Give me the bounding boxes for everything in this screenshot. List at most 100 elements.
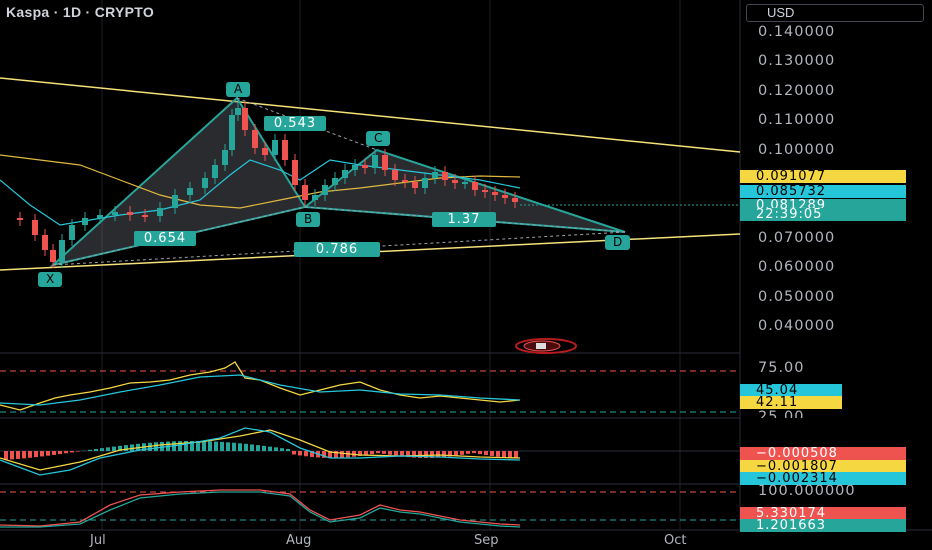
candle-body [229, 115, 235, 150]
macd-bar [58, 451, 62, 455]
macd-bar [196, 441, 200, 451]
stoch-tag-d: 1.201663 [740, 519, 906, 532]
candle-body [252, 130, 258, 148]
candle-body [332, 178, 338, 185]
candle-body [142, 215, 148, 217]
macd-bar [130, 444, 134, 451]
candle-body [342, 170, 348, 178]
macd-bar [10, 451, 14, 460]
rsi-level-low: 25.00 [758, 409, 805, 418]
candle-body [282, 140, 288, 160]
macd-bar [322, 451, 326, 458]
candle-body [97, 215, 103, 218]
price-label: 0.100000 [758, 142, 836, 158]
candle-body [172, 195, 178, 208]
candle-body [482, 190, 488, 192]
macd-bar [292, 451, 296, 455]
macd-bar [178, 441, 182, 451]
macd-bar [226, 442, 230, 451]
macd-bar [202, 441, 206, 451]
candle-body [382, 155, 388, 170]
candle-body [492, 192, 498, 195]
rsi-tag-value: 42.11 [740, 396, 842, 409]
macd-bar [244, 443, 248, 451]
candle-body [59, 240, 65, 262]
candle-body [222, 150, 228, 165]
time-label: Sep [474, 533, 499, 548]
macd-bar [424, 451, 428, 458]
macd-bar [184, 441, 188, 451]
price-tag-ma-cyan: 0.085732 [740, 185, 906, 198]
macd-bar [34, 451, 38, 458]
pattern-point-a[interactable]: A [226, 82, 251, 97]
candle-body [69, 225, 75, 240]
macd-bar [220, 441, 224, 451]
candle-body [212, 165, 218, 178]
candle-body [422, 178, 428, 188]
candle-body [112, 212, 118, 215]
price-label: 0.060000 [758, 259, 836, 275]
macd-bar [508, 451, 512, 458]
candle-body [452, 180, 458, 183]
macd-bar [256, 445, 260, 451]
macd-bar [16, 451, 20, 459]
stoch-tag-k: 5.330174 [740, 507, 906, 520]
candle-body [512, 198, 518, 202]
macd-bar [262, 445, 266, 451]
macd-bar [118, 445, 122, 451]
candle-body [322, 185, 328, 195]
ratio-label-ab: 0.543 [264, 116, 326, 131]
candle-body [362, 165, 368, 168]
macd-bar [448, 451, 452, 457]
macd-bar [502, 451, 506, 458]
pattern-point-c[interactable]: C [366, 131, 391, 146]
macd-bar [394, 451, 398, 456]
price-label: 0.110000 [758, 112, 836, 128]
macd-bar [22, 451, 26, 459]
candle-body [352, 165, 358, 170]
macd-bar [100, 448, 104, 451]
candle-body [302, 185, 308, 200]
chart-title[interactable]: Kaspa · 1D · CRYPTO [6, 4, 155, 20]
macd-bar [472, 451, 476, 454]
price-label: 0.130000 [758, 53, 836, 69]
candle-body [272, 140, 278, 155]
pattern-point-b[interactable]: B [296, 212, 321, 227]
price-label: 0.070000 [758, 230, 836, 246]
macd-bar [382, 451, 386, 454]
macd-bar [238, 443, 242, 451]
bar-countdown: 22:39:05 [740, 208, 906, 221]
candle-body [312, 195, 318, 200]
currency-selector[interactable]: USD [746, 4, 924, 22]
ratio-label-xb: 0.654 [134, 231, 196, 246]
candle-body [472, 182, 478, 190]
macd-bar [310, 451, 314, 457]
macd-bar [232, 442, 236, 451]
macd-bar [514, 451, 518, 458]
ratio-label-bd: 1.37 [432, 212, 496, 227]
macd-bar [286, 449, 290, 451]
macd-bar [274, 447, 278, 451]
candle-body [432, 172, 438, 178]
candle-body [372, 155, 378, 168]
macd-bar [70, 451, 74, 453]
watermark-logo-icon [515, 338, 577, 354]
pattern-point-x[interactable]: X [38, 272, 63, 287]
time-label: Jul [90, 533, 106, 548]
price-label: 0.120000 [758, 83, 836, 99]
candlestick-series [17, 102, 518, 268]
macd-bar [298, 451, 302, 456]
pattern-point-d[interactable]: D [605, 235, 631, 250]
macd-tag-hist: −0.000508 [740, 447, 906, 460]
macd-bar [52, 451, 56, 455]
macd-bar [190, 441, 194, 451]
macd-bar [334, 451, 338, 458]
macd-bar [484, 451, 488, 456]
macd-bar [250, 444, 254, 451]
stoch-level: 100.000000 [758, 483, 856, 499]
price-label: 0.050000 [758, 289, 836, 305]
macd-bar [496, 451, 500, 457]
macd-tag-signal: −0.001807 [740, 460, 906, 473]
macd-bar [478, 451, 482, 455]
